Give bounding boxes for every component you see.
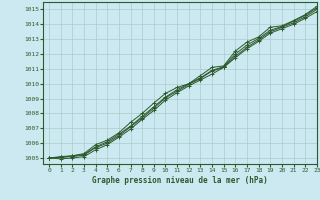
X-axis label: Graphe pression niveau de la mer (hPa): Graphe pression niveau de la mer (hPa) [92, 176, 268, 185]
